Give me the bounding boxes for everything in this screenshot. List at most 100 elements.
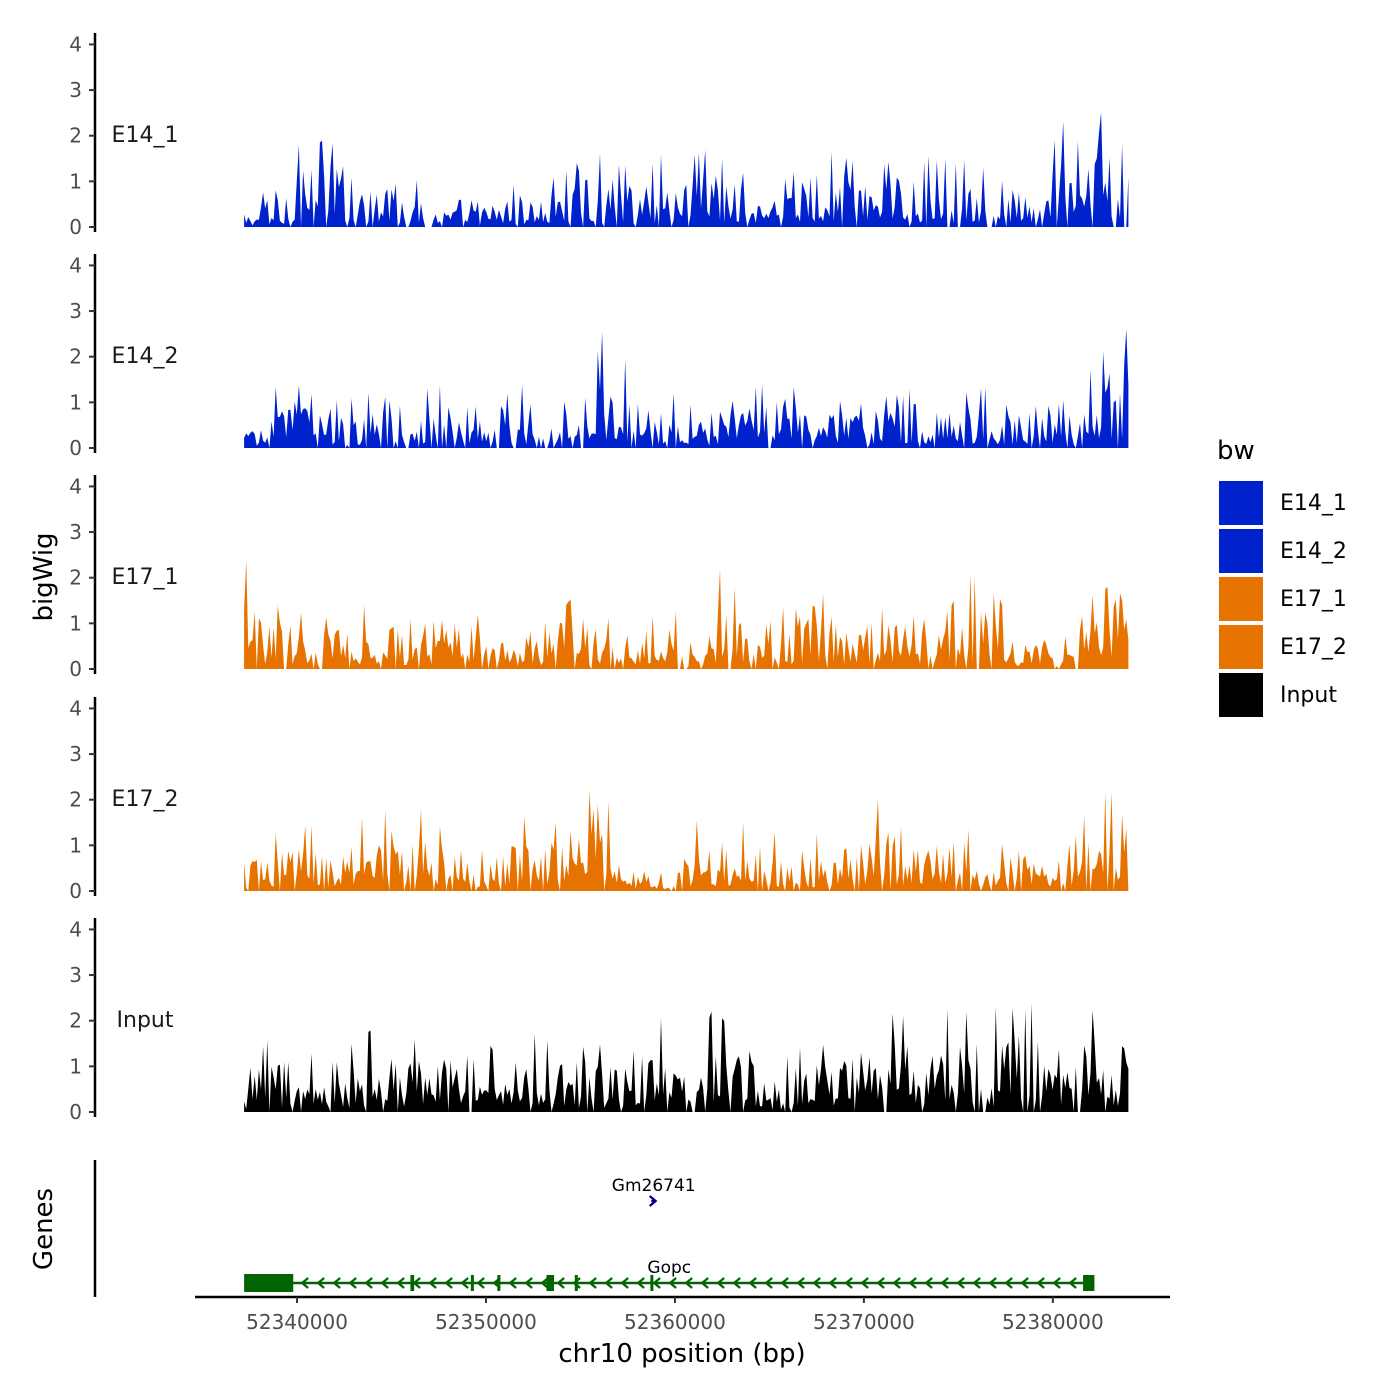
track-label: E17_2 bbox=[112, 787, 179, 812]
strand-arrow bbox=[764, 1277, 773, 1289]
y-axis-title: bigWig bbox=[29, 532, 59, 621]
legend-swatch bbox=[1217, 575, 1265, 623]
strand-arrow bbox=[588, 1277, 597, 1289]
strand-arrow bbox=[648, 1195, 658, 1207]
y-tick-label: 0 bbox=[69, 215, 82, 239]
x-tick-label: 52360000 bbox=[624, 1310, 726, 1334]
x-tick-label: 52350000 bbox=[435, 1310, 537, 1334]
x-axis: 52340000 52350000 52360000 52370000 52380000 bbox=[195, 1295, 1170, 1334]
y-tick-label: 0 bbox=[69, 657, 82, 681]
legend-item: E17_1 bbox=[1217, 575, 1347, 623]
legend-swatch bbox=[1217, 623, 1265, 671]
track-panel-e14-2: 0 1 2 3 4 E14_2 bbox=[69, 253, 1129, 460]
exon bbox=[470, 1275, 474, 1291]
y-tick-label: 1 bbox=[69, 611, 82, 635]
strand-arrow bbox=[1052, 1277, 1061, 1289]
strand-arrow bbox=[1004, 1277, 1013, 1289]
strand-arrow bbox=[316, 1277, 325, 1289]
track-panel-e14-1: 0 1 2 3 4 E14_1 bbox=[69, 32, 1129, 239]
strand-arrow bbox=[636, 1277, 645, 1289]
strand-arrow bbox=[716, 1277, 725, 1289]
track-label: E14_1 bbox=[112, 123, 179, 148]
exon bbox=[574, 1275, 578, 1291]
legend-title: bw bbox=[1217, 436, 1255, 466]
legend-label: E14_1 bbox=[1280, 491, 1347, 516]
y-tick-label: 0 bbox=[69, 1100, 82, 1124]
strand-arrow bbox=[748, 1277, 757, 1289]
x-tick-label: 52340000 bbox=[246, 1310, 348, 1334]
y-tick-label: 2 bbox=[69, 566, 82, 590]
strand-arrow bbox=[956, 1277, 965, 1289]
legend-item: E14_1 bbox=[1217, 479, 1347, 527]
legend-item: Input bbox=[1217, 671, 1337, 719]
strand-arrow bbox=[732, 1277, 741, 1289]
gene-label: Gm26741 bbox=[612, 1176, 696, 1196]
exon bbox=[650, 1275, 654, 1291]
strand-arrow bbox=[780, 1277, 789, 1289]
y-tick-label: 1 bbox=[69, 1054, 82, 1078]
strand-arrow bbox=[332, 1277, 341, 1289]
strand-arrow bbox=[1068, 1277, 1077, 1289]
strand-arrow bbox=[572, 1277, 581, 1289]
x-axis-title: chr10 position (bp) bbox=[558, 1339, 805, 1369]
legend-label: Input bbox=[1280, 683, 1337, 708]
track-label: Input bbox=[117, 1008, 174, 1033]
y-tick-label: 2 bbox=[69, 1009, 82, 1033]
legend-swatch bbox=[1217, 671, 1265, 719]
strand-arrow bbox=[348, 1277, 357, 1289]
strand-arrow bbox=[700, 1277, 709, 1289]
y-tick-label: 1 bbox=[69, 390, 82, 414]
strand-arrow bbox=[668, 1277, 677, 1289]
y-tick-label: 0 bbox=[69, 436, 82, 460]
strand-arrow bbox=[1020, 1277, 1029, 1289]
signal-area bbox=[244, 560, 1129, 669]
legend-label: E17_2 bbox=[1280, 635, 1347, 660]
track-panel-e17-2: 0 1 2 3 4 E17_2 bbox=[69, 696, 1129, 903]
strand-arrow bbox=[476, 1277, 485, 1289]
y-tick-label: 3 bbox=[69, 963, 82, 987]
legend-label: E17_1 bbox=[1280, 587, 1347, 612]
strand-arrow bbox=[524, 1277, 533, 1289]
strand-arrow bbox=[428, 1277, 437, 1289]
gene-gm26741: Gm26741 bbox=[612, 1176, 696, 1207]
legend-item: E14_2 bbox=[1217, 527, 1347, 575]
signal-area bbox=[244, 112, 1129, 227]
strand-arrow bbox=[972, 1277, 981, 1289]
y-tick-label: 2 bbox=[69, 124, 82, 148]
y-tick-label: 1 bbox=[69, 169, 82, 193]
y-tick-label: 3 bbox=[69, 299, 82, 323]
strand-arrow bbox=[444, 1277, 453, 1289]
strand-arrow bbox=[300, 1277, 309, 1289]
strand-arrow bbox=[380, 1277, 389, 1289]
y-tick-label: 2 bbox=[69, 345, 82, 369]
strand-arrow bbox=[796, 1277, 805, 1289]
strand-arrow bbox=[860, 1277, 869, 1289]
strand-arrow bbox=[540, 1277, 549, 1289]
track-panel-e17-1: 0 1 2 3 4 E17_1 bbox=[69, 474, 1129, 681]
strand-arrow bbox=[924, 1277, 933, 1289]
y-tick-label: 3 bbox=[69, 742, 82, 766]
x-tick-label: 52370000 bbox=[813, 1310, 915, 1334]
track-panel-input: 0 1 2 3 4 Input bbox=[69, 917, 1129, 1124]
y-tick-label: 0 bbox=[69, 879, 82, 903]
y-tick-label: 1 bbox=[69, 833, 82, 857]
strand-arrow bbox=[844, 1277, 853, 1289]
strand-arrow bbox=[684, 1277, 693, 1289]
gene-track: Gm26741 Gopc bbox=[93, 1160, 1095, 1297]
exon bbox=[1083, 1275, 1095, 1291]
y-tick-label: 4 bbox=[69, 253, 82, 277]
strand-arrow bbox=[652, 1277, 661, 1289]
gene-label: Gopc bbox=[647, 1258, 691, 1278]
strand-arrow bbox=[940, 1277, 949, 1289]
y-tick-label: 3 bbox=[69, 520, 82, 544]
exon bbox=[244, 1274, 294, 1292]
strand-arrow bbox=[812, 1277, 821, 1289]
strand-arrow bbox=[1036, 1277, 1045, 1289]
y-tick-label: 3 bbox=[69, 78, 82, 102]
strand-arrow bbox=[508, 1277, 517, 1289]
legend: E14_1 E14_2 E17_1 E17_2 Input bbox=[1217, 479, 1347, 719]
track-label: E17_1 bbox=[112, 565, 179, 590]
signal-area bbox=[244, 1003, 1129, 1112]
legend-label: E14_2 bbox=[1280, 539, 1347, 564]
